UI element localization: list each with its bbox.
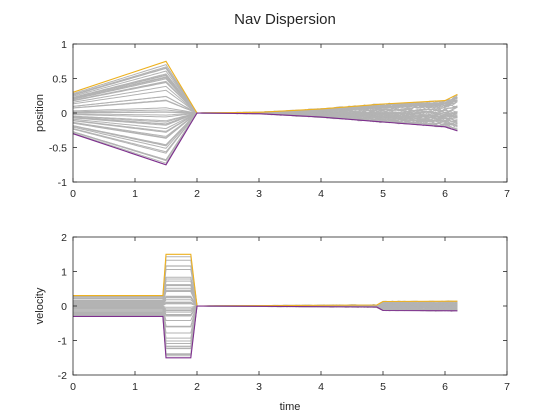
position-x-tick-label: 3 <box>256 188 262 200</box>
position-x-tick-label: 5 <box>380 188 386 200</box>
velocity-x-tick-label: 7 <box>504 381 510 393</box>
position-lower-bound-line <box>72 112 458 166</box>
position-bounds <box>72 60 458 166</box>
position-y-label: position <box>34 94 46 132</box>
velocity-y-tick-label: 1 <box>61 267 67 279</box>
velocity-x-tick-label: 5 <box>380 381 386 393</box>
position-x-tick-label: 1 <box>132 188 138 200</box>
velocity-x-tick-label: 4 <box>318 381 324 393</box>
velocity-axes-frame: 0 1 2 3 4 5 6 7 -2 -1 0 1 2 <box>58 232 510 393</box>
velocity-x-tick-label: 0 <box>70 381 76 393</box>
velocity-y-label: velocity <box>34 287 46 324</box>
position-axes-frame: 0 1 2 3 4 5 6 7 -1 -0.5 0 0.5 1 <box>49 39 510 200</box>
velocity-y-tick-label: -2 <box>58 370 67 382</box>
position-x-tick-label: 0 <box>70 188 76 200</box>
velocity-bounds <box>73 253 458 359</box>
velocity-y-tick-label: 2 <box>61 232 67 244</box>
position-y-tick-label: 1 <box>61 39 67 51</box>
position-y-tick-label: 0 <box>61 108 67 120</box>
position-x-tick-label: 7 <box>504 188 510 200</box>
position-y-tick-label: -0.5 <box>49 143 67 155</box>
position-x-tick-label: 6 <box>442 188 448 200</box>
position-axes: 0 1 2 3 4 5 6 7 -1 -0.5 0 0.5 1 position <box>34 39 510 200</box>
chart-title: Nav Dispersion <box>234 11 336 28</box>
position-run-line <box>72 111 458 115</box>
velocity-x-tick-label: 3 <box>256 381 262 393</box>
position-x-tick-label: 2 <box>194 188 200 200</box>
velocity-lower-bound-line <box>73 305 458 359</box>
time-x-label: time <box>280 401 301 413</box>
velocity-axes: 0 1 2 3 4 5 6 7 -2 -1 0 1 2 velocity time <box>34 232 510 413</box>
position-y-tick-label: -1 <box>58 177 67 189</box>
position-x-tick-label: 4 <box>318 188 324 200</box>
velocity-x-tick-label: 6 <box>442 381 448 393</box>
position-y-tick-label: 0.5 <box>52 74 67 86</box>
velocity-x-tick-label: 1 <box>132 381 138 393</box>
velocity-y-tick-label: -1 <box>58 336 67 348</box>
velocity-x-tick-label: 2 <box>194 381 200 393</box>
velocity-y-tick-label: 0 <box>61 301 67 313</box>
position-upper-bound-line <box>72 60 458 114</box>
velocity-upper-bound-line <box>73 253 458 307</box>
